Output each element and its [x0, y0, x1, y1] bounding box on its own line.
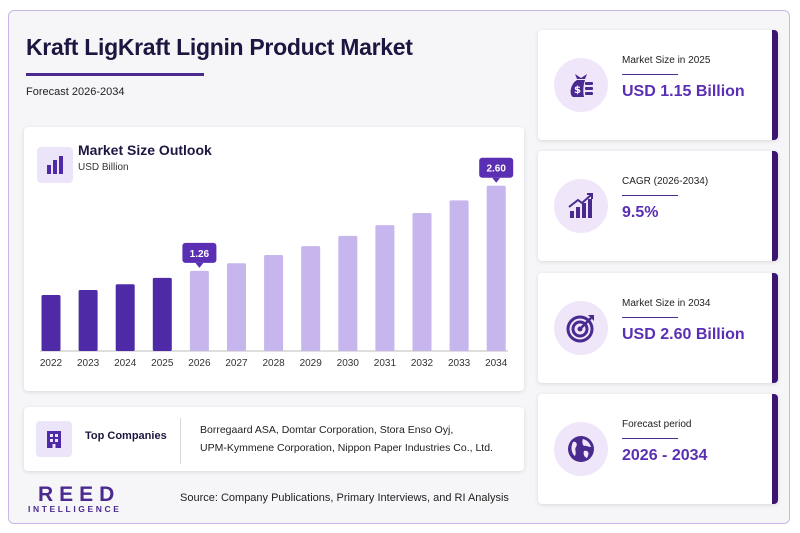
- stat-divider: [622, 74, 678, 75]
- stat-label-market-size-2034: Market Size in 2034: [622, 298, 711, 309]
- companies-card: [24, 407, 524, 471]
- logo-tagline: INTELLIGENCE: [28, 504, 122, 514]
- companies-line-2: UPM-Kymmene Corporation, Nippon Paper In…: [200, 442, 493, 454]
- x-tick-label-2024: 2024: [114, 358, 137, 369]
- bar-chart-icon: [37, 147, 73, 183]
- stat-value-market-size-2025: USD 1.15 Billion: [622, 83, 745, 100]
- stat-divider: [622, 195, 678, 196]
- x-tick-label-2026: 2026: [188, 358, 211, 369]
- bar-2034: [486, 185, 506, 351]
- bar-chart: 2022 2023 2024 2025 2026 2027 2028 2029 2030 2031…: [40, 157, 514, 369]
- x-tick-label-2028: 2028: [262, 358, 285, 369]
- x-tick-label-2033: 2033: [448, 358, 471, 369]
- stat-value-forecast-period: 2026 - 2034: [622, 447, 708, 464]
- x-tick-label-2023: 2023: [77, 358, 100, 369]
- chart-title: Market Size Outlook: [78, 142, 212, 158]
- companies-line-1: Borregaard ASA, Domtar Corporation, Stor…: [200, 424, 454, 436]
- source-note: Source: Company Publications, Primary In…: [180, 492, 509, 504]
- data-label-pointer: [492, 177, 501, 183]
- bar-2033: [449, 200, 469, 351]
- bar-2025: [152, 277, 172, 351]
- stat-label-market-size-2025: Market Size in 2025: [622, 55, 711, 66]
- stat-card-cagr: CAGR (2026-2034) 9.5%: [538, 151, 778, 261]
- building-icon: [36, 421, 72, 457]
- stat-value-market-size-2034: USD 2.60 Billion: [622, 326, 745, 343]
- bar-2022: [41, 295, 61, 351]
- bar-2029: [301, 246, 321, 351]
- bar-2032: [412, 213, 432, 351]
- money-bag-icon: $: [554, 58, 608, 112]
- page-subtitle: Forecast 2026-2034: [26, 86, 125, 98]
- data-label-box: [479, 157, 514, 178]
- companies-label: Top Companies: [85, 430, 167, 442]
- target-icon: [554, 301, 608, 355]
- companies-list: Borregaard ASA, Domtar Corporation, Stor…: [200, 421, 520, 457]
- x-tick-label-2029: 2029: [300, 358, 323, 369]
- data-label-2026: 1.26: [182, 242, 217, 268]
- companies-divider: [180, 418, 181, 464]
- data-label-pointer: [195, 262, 204, 268]
- data-label-text: 1.26: [190, 249, 210, 260]
- bar-2024: [115, 284, 135, 351]
- bar-2026: [189, 270, 209, 351]
- bar-2030: [338, 235, 358, 351]
- x-tick-label-2030: 2030: [337, 358, 360, 369]
- globe-icon: [554, 422, 608, 476]
- x-tick-label-2032: 2032: [411, 358, 434, 369]
- title-underline: [26, 73, 204, 76]
- stat-card-market-size-2034: Market Size in 2034 USD 2.60 Billion: [538, 273, 778, 383]
- x-tick-label-2025: 2025: [151, 358, 174, 369]
- growth-chart-icon: [554, 179, 608, 233]
- stat-divider: [622, 438, 678, 439]
- data-label-text: 2.60: [486, 164, 506, 175]
- x-tick-label-2027: 2027: [225, 358, 248, 369]
- bar-2023: [78, 289, 98, 351]
- stat-card-forecast-period: Forecast period 2026 - 2034: [538, 394, 778, 504]
- bar-2027: [227, 263, 246, 351]
- stat-value-cagr: 9.5%: [622, 204, 659, 221]
- x-tick-label-2031: 2031: [374, 358, 397, 369]
- stat-divider: [622, 317, 678, 318]
- stat-card-market-size-2025: $ Market Size in 2025 USD 1.15 Billion: [538, 30, 778, 140]
- data-label-box: [182, 242, 217, 263]
- page-title: Kraft LigKraft Lignin Product Market: [26, 34, 413, 60]
- bar-2031: [375, 225, 395, 351]
- stat-label-cagr: CAGR (2026-2034): [622, 176, 709, 187]
- chart-unit: USD Billion: [78, 162, 129, 173]
- bar-2028: [264, 255, 284, 351]
- x-tick-label-2022: 2022: [40, 358, 63, 369]
- data-label-2034: 2.60: [479, 157, 514, 183]
- x-tick-label-2034: 2034: [485, 358, 508, 369]
- stat-label-forecast-period: Forecast period: [622, 419, 692, 430]
- svg-text:$: $: [574, 85, 581, 96]
- logo-wordmark: REED: [38, 483, 121, 506]
